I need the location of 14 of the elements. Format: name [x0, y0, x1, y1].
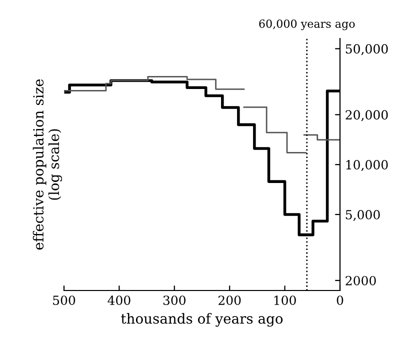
x-axis-title: thousands of years ago	[121, 313, 283, 327]
x-tick-label: 200	[218, 296, 241, 306]
x-tick-label: 100	[274, 296, 296, 306]
y-tick-label: 20,000	[346, 110, 388, 122]
y-tick-label: 10,000	[346, 160, 388, 172]
y-tick-label: 50,000	[346, 44, 388, 56]
ref-line-label: 60,000 years ago	[259, 19, 355, 30]
x-tick-label: 400	[108, 296, 130, 306]
x-tick-label: 0	[336, 296, 344, 306]
y-tick-label: 2000	[346, 276, 376, 286]
y-tick-label: 5,000	[346, 210, 380, 221]
x-tick-label: 300	[163, 296, 186, 306]
x-tick-label: 500	[53, 296, 76, 306]
y-axis-title: effective population size (log scale)	[32, 79, 62, 250]
